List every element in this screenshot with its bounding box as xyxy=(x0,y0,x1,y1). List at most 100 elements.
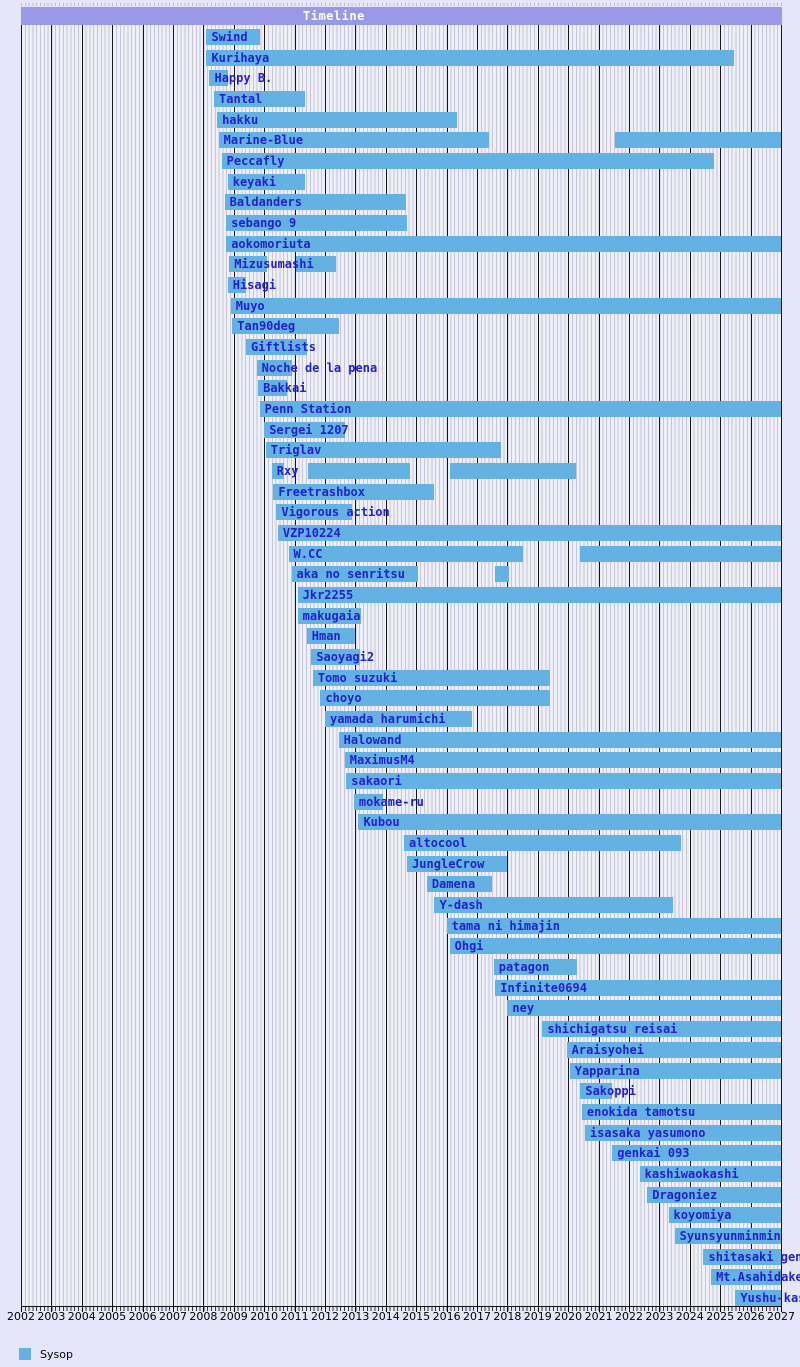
timeline-bar xyxy=(221,153,715,169)
bar-label[interactable]: Ohgi xyxy=(454,939,484,953)
timeline-bar xyxy=(218,132,490,148)
x-axis-year-tick xyxy=(629,1306,630,1312)
bar-label[interactable]: Peccafly xyxy=(226,154,285,168)
timeline-bar xyxy=(449,463,576,479)
bar-label[interactable]: Tantal xyxy=(219,92,263,106)
bar-label[interactable]: Dragoniez xyxy=(652,1188,718,1202)
bar-label[interactable]: Baldanders xyxy=(229,195,302,209)
timeline-bar xyxy=(256,360,292,376)
legend-swatch-sysop xyxy=(19,1348,31,1360)
bar-label[interactable]: shitasaki gen xyxy=(708,1250,800,1264)
bar-label[interactable]: Muyo xyxy=(235,299,265,313)
year-gridline xyxy=(507,25,509,1306)
bar-label[interactable]: Rxy xyxy=(276,464,299,478)
year-gridline xyxy=(781,25,782,1306)
bar-label[interactable]: isasaka yasumono xyxy=(589,1126,706,1140)
timeline-bar xyxy=(245,339,307,355)
bar-label[interactable]: W.CC xyxy=(293,547,323,561)
bar-label[interactable]: Mt.Asahidake xyxy=(716,1270,800,1284)
timeline-bar xyxy=(320,690,550,706)
bar-label[interactable]: aokomoriuta xyxy=(231,237,311,251)
bar-label[interactable]: Syunsyunminmin xyxy=(679,1229,781,1243)
bar-label[interactable]: sebango 9 xyxy=(231,216,297,230)
bar-label[interactable]: Swind xyxy=(211,30,248,44)
bar-label[interactable]: hakku xyxy=(222,113,259,127)
year-gridline xyxy=(233,25,235,1306)
x-axis-year-label: 2026 xyxy=(736,1310,765,1323)
bar-label[interactable]: Bakkai xyxy=(263,381,307,395)
bar-label[interactable]: Kubou xyxy=(363,815,400,829)
bar-label[interactable]: kashiwaokashi xyxy=(644,1167,739,1181)
year-gridline xyxy=(750,25,752,1306)
bar-label[interactable]: Giftlists xyxy=(250,340,316,354)
x-axis-year-label: 2012 xyxy=(311,1310,339,1323)
bar-label[interactable]: yamada harumichi xyxy=(330,712,446,726)
bar-label[interactable]: VZP10224 xyxy=(282,526,341,540)
bar-label[interactable]: Marine-Blue xyxy=(223,133,304,147)
bar-label[interactable]: Hman xyxy=(311,629,341,643)
bar-label[interactable]: ney xyxy=(512,1001,535,1015)
timeline-bar xyxy=(291,566,418,582)
bar-label[interactable]: Mizusumashi xyxy=(234,257,314,271)
timeline-bar xyxy=(569,1063,781,1079)
bar-label[interactable]: genkai 093 xyxy=(617,1146,690,1160)
bar-label[interactable]: mokame-ru xyxy=(358,795,424,809)
bar-label[interactable]: altocool xyxy=(409,836,467,850)
year-gridline xyxy=(81,25,83,1306)
bar-label[interactable]: Triglav xyxy=(270,443,322,457)
bar-label[interactable]: Halowand xyxy=(343,733,402,747)
timeline-bar xyxy=(580,546,781,562)
bar-label[interactable]: aka no senritsu xyxy=(296,567,405,581)
bar-label[interactable]: Yapparina xyxy=(574,1064,640,1078)
bar-label[interactable]: tama ni himajin xyxy=(451,919,560,933)
timeline-bar xyxy=(227,174,306,190)
year-gridline xyxy=(720,25,722,1306)
plot-area: Swind Kurihaya Happy B. Tantal hakku Marine-B… xyxy=(21,25,800,1306)
year-gridline xyxy=(568,25,570,1306)
bar-label[interactable]: sakaori xyxy=(351,774,402,788)
timeline-bar xyxy=(258,380,287,396)
timeline-bar xyxy=(338,732,781,748)
bar-label[interactable]: shichigatsu reisai xyxy=(547,1022,678,1036)
bar-label[interactable]: Noche de la pena xyxy=(261,361,378,375)
bar-label[interactable]: Sergei 1207 xyxy=(269,423,349,437)
bar-label[interactable]: Yushu-kas xyxy=(740,1291,800,1305)
timeline-bar xyxy=(209,70,228,86)
timeline-bar xyxy=(206,29,260,45)
bar-label[interactable]: Vigorous action xyxy=(281,505,390,519)
bar-label[interactable]: choyo xyxy=(325,691,362,705)
bar-label[interactable]: koyomiya xyxy=(673,1208,732,1222)
bar-label[interactable]: JungleCrow xyxy=(412,857,485,871)
x-axis-year-label: 2027 xyxy=(767,1310,795,1323)
year-gridline xyxy=(51,25,53,1306)
bar-label[interactable]: Happy B. xyxy=(214,71,273,85)
bar-label[interactable]: Infinite0694 xyxy=(500,981,587,995)
bar-label[interactable]: Sakoppi xyxy=(585,1084,636,1098)
timeline-bar xyxy=(325,711,473,727)
x-axis-year-tick xyxy=(568,1306,570,1312)
bar-label[interactable]: Kurihaya xyxy=(211,51,270,65)
bar-label[interactable]: makugaia xyxy=(302,609,361,623)
timeline-bar xyxy=(353,794,383,810)
year-gridline xyxy=(659,25,661,1306)
x-axis-line xyxy=(21,1306,782,1307)
bar-label[interactable]: Damena xyxy=(431,877,476,891)
bar-label[interactable]: Araisyohei xyxy=(571,1043,644,1057)
bar-label[interactable]: patagon xyxy=(498,960,550,974)
bar-label[interactable]: MaximusM4 xyxy=(349,753,415,767)
bar-label[interactable]: enokida tamotsu xyxy=(586,1105,696,1119)
timeline-bar xyxy=(230,298,781,314)
bar-label[interactable]: keyaki xyxy=(232,175,277,189)
bar-label[interactable]: Penn Station xyxy=(264,402,352,416)
bar-label[interactable]: Freetrashbox xyxy=(278,485,366,499)
x-axis-year-label: 2018 xyxy=(493,1310,522,1323)
bar-label[interactable]: Jkr2255 xyxy=(302,588,354,602)
bar-label[interactable]: Tan90deg xyxy=(237,319,296,333)
year-gridline xyxy=(385,25,387,1306)
bar-label[interactable]: Hisagi xyxy=(232,278,277,292)
bar-label[interactable]: Y-dash xyxy=(439,898,483,912)
bar-label[interactable]: Saoyagi2 xyxy=(316,650,375,664)
timeline-bar xyxy=(446,918,781,934)
bar-label[interactable]: Tomo suzuki xyxy=(317,671,398,685)
